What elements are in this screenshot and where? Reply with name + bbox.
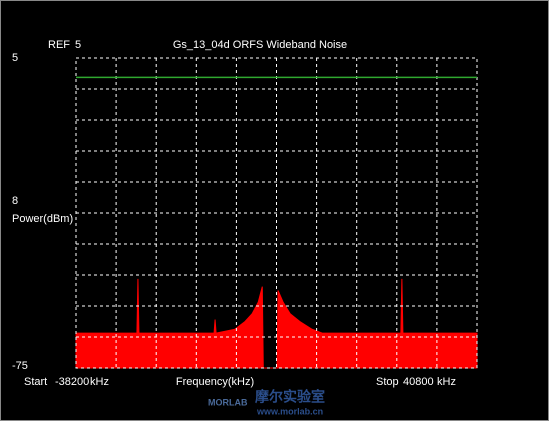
start-unit: kHz [90, 376, 109, 388]
ref-label: REF [48, 39, 70, 51]
stop-value: 40800 [403, 376, 434, 388]
y-top-label: 5 [12, 52, 18, 64]
y-bottom-label: -75 [12, 360, 28, 372]
start-label: Start [24, 376, 47, 388]
scale-label: 8 [12, 195, 18, 207]
watermark-name: 摩尔实验室 [255, 389, 325, 405]
start-value: -38200 [55, 376, 89, 388]
ref-value: 5 [75, 39, 81, 51]
plot-border [75, 57, 478, 369]
x-axis-label: Frequency(kHz) [176, 376, 254, 388]
stop-unit: kHz [437, 376, 456, 388]
stop-label: Stop [376, 376, 399, 388]
chart-title: Gs_13_04d ORFS Wideband Noise [173, 39, 347, 51]
watermark-brand: MORLAB [208, 397, 248, 407]
y-axis-label: Power(dBm) [12, 213, 73, 225]
watermark-url: www.morlab.cn [256, 406, 323, 416]
